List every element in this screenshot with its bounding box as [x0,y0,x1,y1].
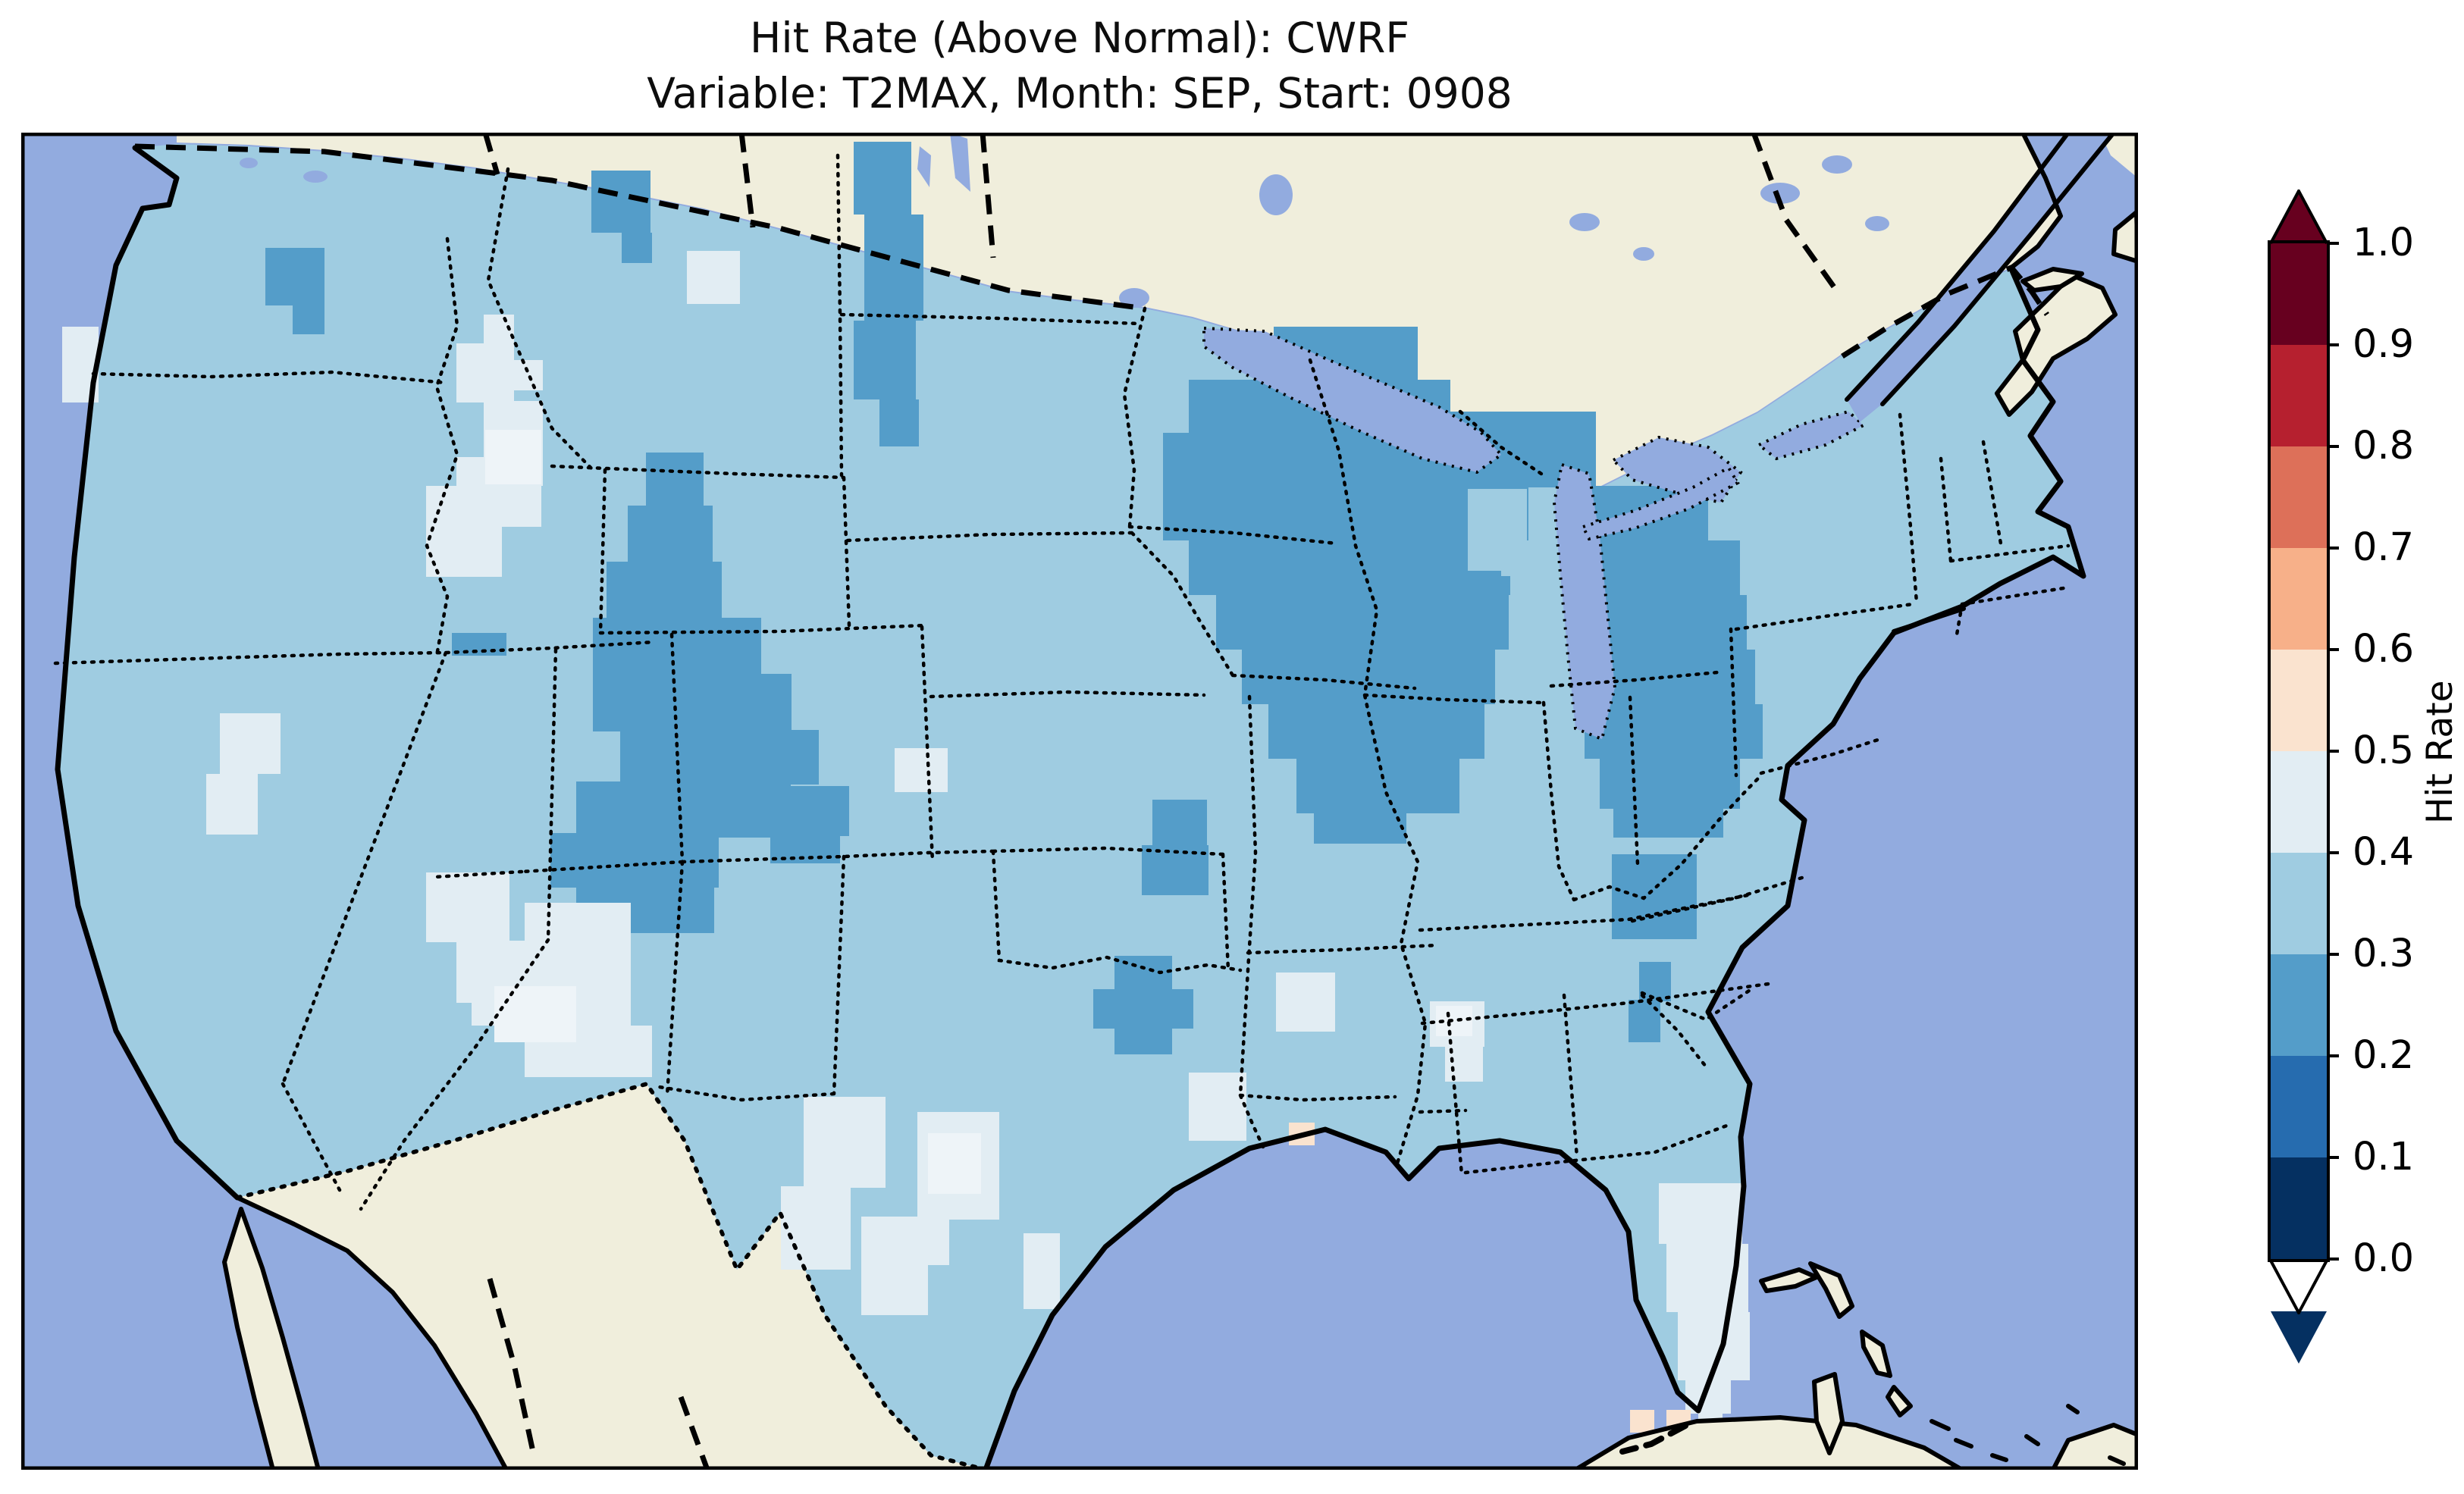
pacific-coastline [55,145,240,1201]
mexico-coastline [222,1195,509,1470]
eleuthera [1860,1330,1892,1378]
us-hit-rate-map [21,133,2138,1470]
cat-island [1886,1385,1913,1417]
colorbar-bin-0.2–0.3 [2271,954,2327,1056]
andros [1812,1372,1845,1455]
lake-ontario [1756,409,1867,461]
long-island [1892,606,1966,634]
colorbar-bin-0.5–0.6 [2271,650,2327,751]
us-mexico-border [235,1081,988,1470]
mexico-state-borders [487,1278,710,1470]
lake-superior [1202,326,1503,475]
grand-bahama [1759,1267,1819,1293]
small-cays [1930,1404,2126,1466]
canada-atlantic-coastline [2009,133,2063,270]
lake-erie [1581,465,1740,541]
us-canada-border [134,143,2049,359]
map-frame [21,133,2138,1470]
lake-michigan [1552,462,1617,741]
colorbar-under-arrow [2271,1311,2327,1364]
hitrate-cells-05-06 [1289,1123,1691,1433]
st-lawrence-river [1847,133,2114,422]
colorbar-bin-0.8–0.9 [2271,345,2327,446]
florida-keys [1619,1423,1688,1455]
puget-sound [141,154,177,202]
colorbar-bin-0.0–0.1 [2271,1157,2327,1259]
abaco [1808,1261,1854,1319]
cape-breton [2111,210,2138,264]
gulf-atlantic-coastline [983,266,2086,1470]
mexico-land [224,1084,986,1470]
colorbar-bin-0.7–0.8 [2271,446,2327,548]
map-area [21,133,2138,1470]
title-line-1: Hit Rate (Above Normal): CWRF [750,14,1409,62]
great-lakes [1202,326,1867,741]
colorbar: 1.0 0.9 0.8 0.7 0.6 0.5 0.4 0.3 0.2 0.1 0.0 Hit Ra… [2268,189,2464,1464]
colorbar-bin-0.3–0.4 [2271,853,2327,954]
conus-data-field [58,144,2083,1470]
state-borders [53,153,2071,1211]
province-borders [482,133,1837,290]
canada-lakes [240,133,1889,308]
colorbar-over-arrow [2271,191,2327,243]
colorbar-bin-0.9–1.0 [2271,243,2327,345]
colorbar-label: Hit Rate [2419,680,2461,824]
colorbar-stack [2268,240,2330,1262]
figure-title: Hit Rate (Above Normal): CWRF Variable: … [21,11,2138,121]
colorbar-bin-0.6–0.7 [2271,548,2327,650]
colorbar-bin-0.4–0.5 [2271,751,2327,853]
colorbar-bin-0.1–0.2 [2271,1056,2327,1157]
st-lawrence-banks [1845,133,2116,406]
title-line-2: Variable: T2MAX, Month: SEP, Start: 0908 [647,69,1513,117]
